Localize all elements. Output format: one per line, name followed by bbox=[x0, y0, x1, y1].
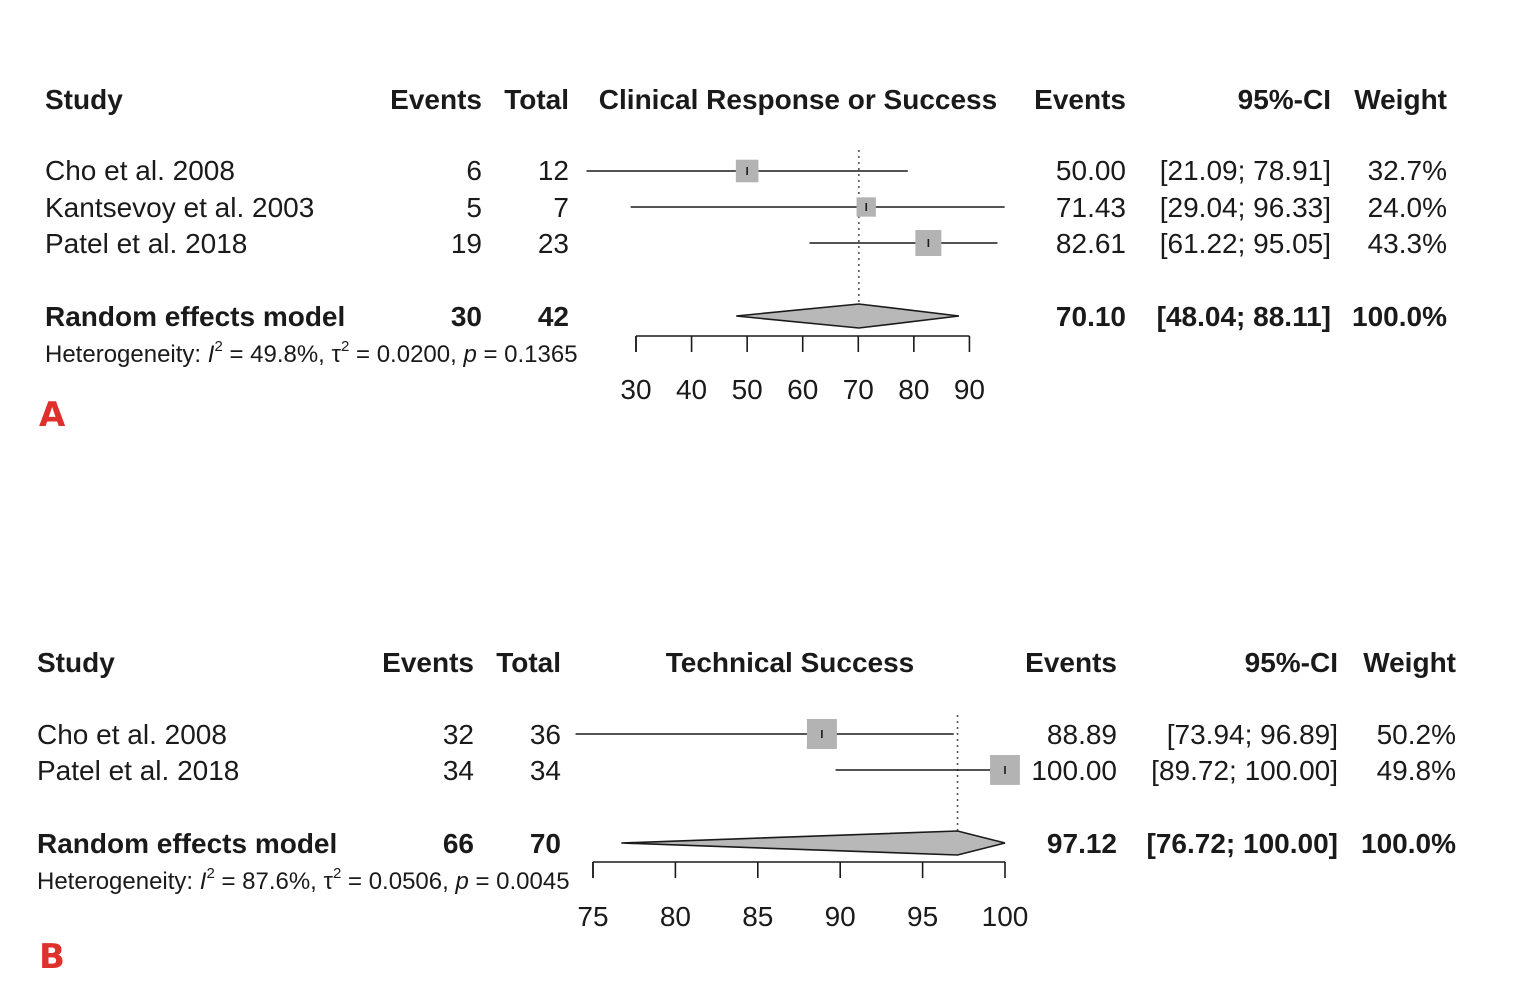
estimate-value: 71.43 bbox=[1056, 192, 1126, 223]
ci-value: [61.22; 95.05] bbox=[1160, 228, 1331, 259]
forest-plot-area: 75 80 85 90 95 100 bbox=[575, 715, 1029, 932]
study-name: Cho et al. 2008 bbox=[37, 719, 227, 750]
weight-value: 49.8% bbox=[1377, 755, 1456, 786]
summary-diamond bbox=[736, 303, 960, 329]
x-tick-label: 100 bbox=[982, 901, 1029, 932]
heterogeneity-text: Heterogeneity: I2 = 87.6%, τ2 = 0.0506, … bbox=[37, 865, 570, 895]
header-weight: Weight bbox=[1363, 647, 1456, 678]
summary-estimate: 97.12 bbox=[1047, 828, 1117, 859]
panel-label: B bbox=[39, 937, 65, 977]
estimate-value: 50.00 bbox=[1056, 155, 1126, 186]
total-value: 23 bbox=[538, 228, 569, 259]
summary-events: 30 bbox=[451, 301, 482, 332]
summary-diamond bbox=[621, 830, 1006, 856]
events-value: 6 bbox=[466, 155, 482, 186]
ci-value: [73.94; 96.89] bbox=[1167, 719, 1338, 750]
header-study: Study bbox=[45, 84, 123, 115]
summary-weight: 100.0% bbox=[1361, 828, 1456, 859]
total-value: 36 bbox=[530, 719, 561, 750]
header-events-right: Events bbox=[1034, 84, 1126, 115]
events-value: 32 bbox=[443, 719, 474, 750]
summary-label: Random effects model bbox=[37, 828, 337, 859]
ci-value: [21.09; 78.91] bbox=[1160, 155, 1331, 186]
weight-value: 50.2% bbox=[1377, 719, 1456, 750]
study-name: Kantsevoy et al. 2003 bbox=[45, 192, 314, 223]
weight-value: 43.3% bbox=[1368, 228, 1447, 259]
x-tick-label: 70 bbox=[843, 374, 874, 405]
weight-value: 24.0% bbox=[1368, 192, 1447, 223]
ci-value: [29.04; 96.33] bbox=[1160, 192, 1331, 223]
x-tick-label: 90 bbox=[825, 901, 856, 932]
panel-a: Study Events Total Clinical Response or … bbox=[39, 84, 1447, 435]
x-tick-label: 90 bbox=[954, 374, 985, 405]
events-value: 34 bbox=[443, 755, 474, 786]
x-tick-label: 80 bbox=[660, 901, 691, 932]
header-plot-title: Clinical Response or Success bbox=[599, 84, 997, 115]
header-events: Events bbox=[390, 84, 482, 115]
study-name: Patel et al. 2018 bbox=[45, 228, 247, 259]
total-value: 12 bbox=[538, 155, 569, 186]
x-tick-label: 75 bbox=[577, 901, 608, 932]
estimate-value: 88.89 bbox=[1047, 719, 1117, 750]
header-ci: 95%-CI bbox=[1238, 84, 1331, 115]
weight-value: 32.7% bbox=[1368, 155, 1447, 186]
header-events: Events bbox=[382, 647, 474, 678]
summary-total: 42 bbox=[538, 301, 569, 332]
summary-estimate: 70.10 bbox=[1056, 301, 1126, 332]
header-ci: 95%-CI bbox=[1245, 647, 1338, 678]
header-plot-title: Technical Success bbox=[666, 647, 915, 678]
summary-ci: [76.72; 100.00] bbox=[1147, 828, 1338, 859]
total-value: 34 bbox=[530, 755, 561, 786]
total-value: 7 bbox=[553, 192, 569, 223]
header-study: Study bbox=[37, 647, 115, 678]
estimate-value: 100.00 bbox=[1031, 755, 1117, 786]
summary-label: Random effects model bbox=[45, 301, 345, 332]
summary-weight: 100.0% bbox=[1352, 301, 1447, 332]
x-tick-label: 95 bbox=[907, 901, 938, 932]
ci-value: [89.72; 100.00] bbox=[1151, 755, 1338, 786]
heterogeneity-text: Heterogeneity: I2 = 49.8%, τ2 = 0.0200, … bbox=[45, 338, 578, 368]
header-weight: Weight bbox=[1354, 84, 1447, 115]
x-tick-label: 50 bbox=[732, 374, 763, 405]
x-tick-label: 30 bbox=[620, 374, 651, 405]
header-total: Total bbox=[504, 84, 569, 115]
header-events-right: Events bbox=[1025, 647, 1117, 678]
summary-total: 70 bbox=[530, 828, 561, 859]
events-value: 19 bbox=[451, 228, 482, 259]
study-name: Patel et al. 2018 bbox=[37, 755, 239, 786]
x-tick-label: 40 bbox=[676, 374, 707, 405]
panel-b: Study Events Total Technical Success Eve… bbox=[37, 647, 1456, 977]
x-tick-label: 60 bbox=[787, 374, 818, 405]
x-tick-label: 85 bbox=[742, 901, 773, 932]
header-total: Total bbox=[496, 647, 561, 678]
x-tick-label: 80 bbox=[898, 374, 929, 405]
estimate-value: 82.61 bbox=[1056, 228, 1126, 259]
summary-events: 66 bbox=[443, 828, 474, 859]
summary-ci: [48.04; 88.11] bbox=[1157, 301, 1331, 332]
forest-plot-area: 30 40 50 60 70 80 90 bbox=[586, 150, 1005, 405]
events-value: 5 bbox=[466, 192, 482, 223]
panel-label: A bbox=[39, 395, 66, 435]
study-name: Cho et al. 2008 bbox=[45, 155, 235, 186]
